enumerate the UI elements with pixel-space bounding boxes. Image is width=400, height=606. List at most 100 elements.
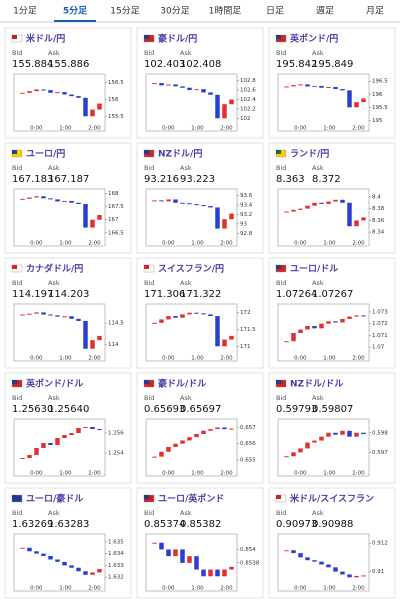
y-tick-label: 102.6 [240,88,256,94]
pair-name[interactable]: NZドル/円 [158,149,202,160]
candle [326,86,331,88]
candle [34,89,39,92]
ask-label: Ask [48,509,60,517]
y-tick-label: 172 [240,310,251,316]
pair-name[interactable]: 英ポンド/ドル [25,378,83,390]
y-tick-label: 1.632 [108,575,124,581]
candle [97,103,102,110]
chart-frame [13,418,106,477]
y-tick-label: 8.36 [372,218,385,224]
tab[interactable]: 週足 [316,6,334,17]
ask-label: Ask [180,49,192,57]
ask-value: 167.187 [48,174,89,185]
tab[interactable]: 15分足 [110,6,139,17]
candle [166,199,171,202]
candle [90,340,95,349]
candle [215,316,220,347]
candle [173,549,178,557]
candle [20,547,25,549]
flag [144,380,149,384]
y-tick-label: 102.4 [240,97,256,103]
candle [201,205,206,207]
candle [187,203,192,205]
pair-name[interactable]: ユーロ/豪ドル [26,493,83,505]
candle [347,430,352,437]
bid-label: Bid [144,164,154,172]
tab[interactable]: 日足 [266,6,284,17]
candle [305,325,310,330]
candle [229,428,234,430]
candle [69,316,74,319]
candle [20,92,25,94]
candle [173,199,178,203]
candle [69,200,74,203]
tab[interactable]: 月足 [366,6,384,17]
bid-label: Bid [12,394,22,402]
candle [48,90,53,93]
ask-value: 114.203 [48,289,89,300]
pair-name[interactable]: 米ドル/円 [25,33,65,45]
candle [27,547,32,552]
pair-name[interactable]: ランド/円 [290,149,329,160]
x-tick-label: 0:00 [30,241,43,247]
pair-name[interactable]: 米ドル/スイスフラン [289,493,374,505]
candle [187,87,192,91]
candle [41,553,46,556]
candle [27,91,32,93]
y-tick-label: 0.598 [372,430,388,436]
pair-name[interactable]: カナダドル/円 [26,263,83,275]
ask-value: 0.85382 [180,519,221,530]
candle [20,314,25,316]
y-tick-label: 195 [372,118,383,124]
pair-name[interactable]: ユーロ/円 [26,149,65,160]
tab[interactable]: 5分足 [63,5,88,17]
bid-value: 167.183 [12,174,53,185]
y-tick-label: 0.657 [240,425,256,431]
flag [276,35,281,39]
flag [144,495,149,499]
candle [76,428,81,433]
bid-label: Bid [12,49,22,57]
candle [361,575,366,577]
pair-name[interactable]: 豪ドル/ドル [158,378,206,390]
candle [76,96,81,98]
y-tick-label: 0.912 [372,541,388,547]
bid-value: 0.59793 [276,404,317,415]
y-tick-label: 1.073 [372,309,388,315]
pair-name[interactable]: ユーロ/英ポンド [158,493,224,505]
ask-label: Ask [312,509,324,517]
ask-value: 171.322 [180,289,221,300]
pair-name[interactable]: ユーロ/ドル [290,264,338,275]
candle [194,204,199,206]
candle [159,542,164,550]
candle [152,83,157,85]
y-tick-label: 0.91 [372,569,384,575]
tab[interactable]: 30分足 [160,6,189,17]
candle [159,200,164,202]
y-tick-label: 1.07 [372,345,385,351]
panel [4,487,132,599]
candle [326,321,331,324]
pair-name[interactable]: 豪ドル/円 [158,33,197,45]
flag [276,380,281,384]
chart-frame [277,73,370,132]
tab[interactable]: 1時間足 [209,6,242,17]
pair-name[interactable]: NZドル/ドル [290,379,343,390]
x-tick-label: 1:00 [323,126,336,132]
bid-label: Bid [276,509,286,517]
candle [340,571,345,575]
ask-value: 1.25640 [48,404,89,415]
pair-name[interactable]: スイスフラン/円 [158,264,224,275]
candle [312,202,317,206]
ask-value: 93.223 [180,174,215,185]
candle [27,313,32,315]
candle [229,566,234,570]
x-tick-label: 1:00 [323,241,336,247]
y-tick-label: 1.256 [108,431,124,437]
ask-value: 1.63283 [48,519,89,530]
tab[interactable]: 1分足 [13,6,37,17]
pair-name[interactable]: 英ポンド/円 [289,33,338,45]
y-tick-label: 0.656 [240,441,256,447]
x-tick-label: 2:00 [88,471,101,477]
candle [319,202,324,204]
